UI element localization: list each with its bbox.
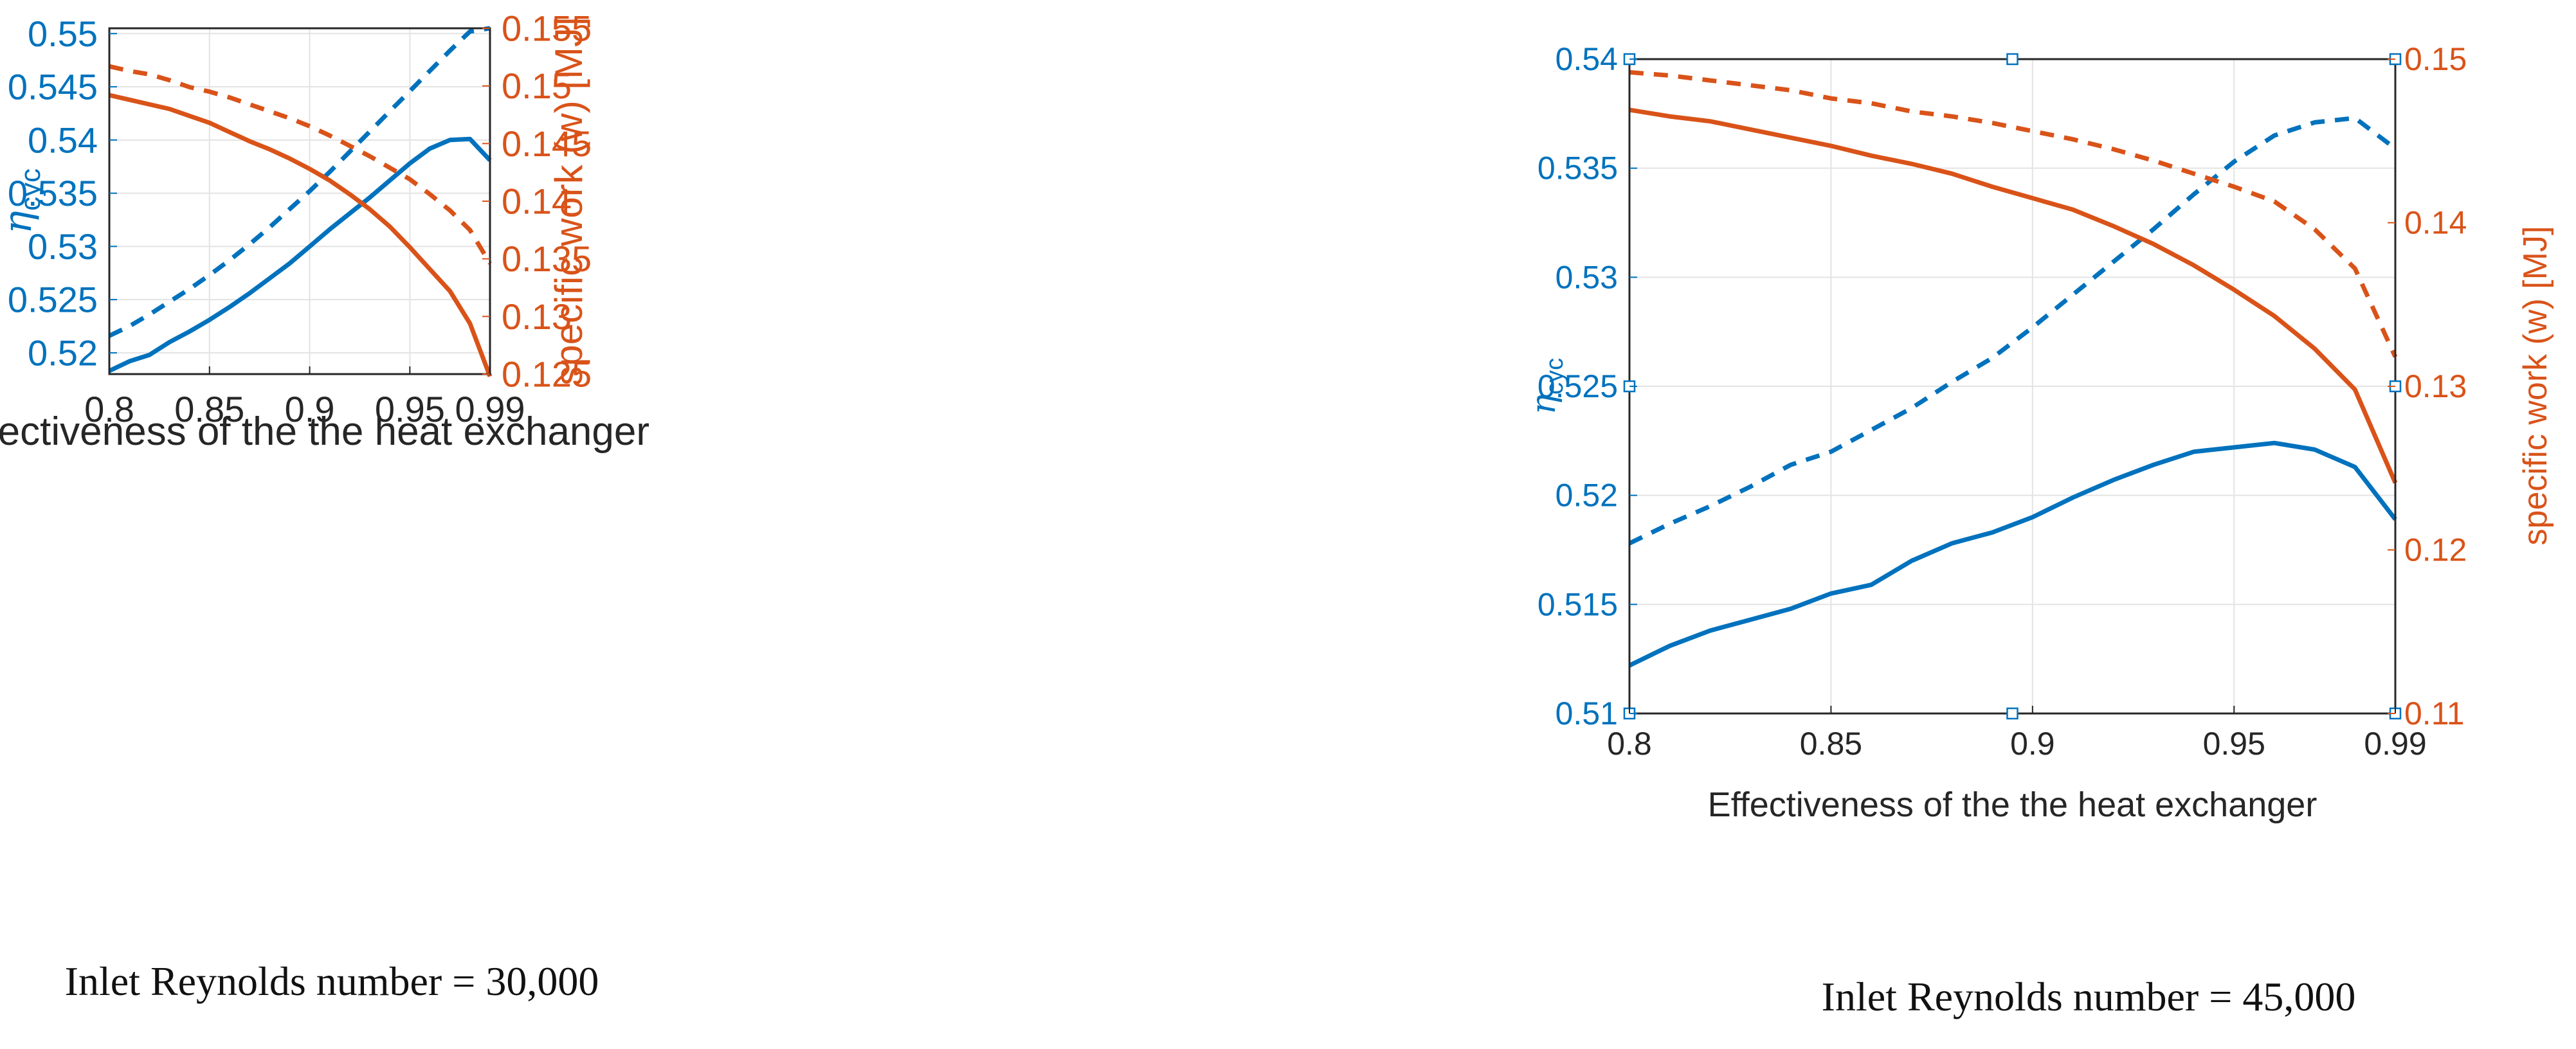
selection-handle[interactable] (2006, 53, 2018, 66)
tick-labels-left: 0.8 0.85 0.9 0.95 0.99 0.52 0.525 0.53 0.535 0.54… (8, 8, 592, 430)
series-line-specific-work-dashed (109, 64, 493, 265)
y-right-tick-label: 0.13 (502, 296, 572, 337)
x-tick-label: 0.9 (285, 389, 335, 429)
series-line-efficiency-solid (1628, 440, 2397, 668)
y-axis-label-specific-work-left: specific work (w) [MJ] (547, 17, 590, 385)
caption-reynolds-45000: Inlet Reynolds number = 45,000 (1822, 974, 2356, 1019)
series-line-efficiency-solid (108, 136, 492, 373)
chart-panel-reynolds-45000: 0.8 0.85 0.9 0.95 0.99 0.51 0.515 0.52 0.525 0.53… (1286, 0, 2576, 1046)
y-left-tick-label: 0.54 (1556, 41, 1618, 77)
y-left-tick-label: 0.535 (8, 173, 98, 213)
y-right-tick-label: 0.11 (2404, 695, 2465, 731)
caption-reynolds-30000: Inlet Reynolds number = 30,000 (65, 958, 599, 1004)
grid-right (1629, 58, 2396, 714)
chart-svg-left: 0.8 0.85 0.9 0.95 0.99 0.52 0.525 0.53 0.535 0.54… (0, 8, 649, 1005)
eta-subscript: cyc (15, 168, 46, 211)
y-axis-label-efficiency-right: ηcyc (1525, 358, 1568, 415)
x-tick-label: 0.99 (455, 389, 525, 429)
chart-panel-reynolds-30000: 0.8 0.85 0.9 0.95 0.99 0.52 0.525 0.53 0.535 0.54… (0, 0, 1286, 1046)
tick-labels-right: 0.8 0.85 0.9 0.95 0.99 0.51 0.515 0.52 0.525 0.53… (1537, 41, 2467, 762)
series-line-efficiency-dashed (108, 26, 491, 338)
y-axis-label-efficiency-left: ηcyc (0, 168, 46, 234)
x-tick-label: 0.8 (1607, 726, 1652, 762)
series-lines-right (1628, 69, 2398, 668)
x-axis-label-right: Effectiveness of the the heat exchanger (1708, 785, 2317, 824)
eta-symbol: η (1525, 395, 1563, 415)
y-left-tick-label: 0.52 (1556, 478, 1618, 514)
eta-symbol: η (0, 211, 41, 234)
selection-handle[interactable] (2006, 707, 2018, 720)
x-tick-label: 0.8 (84, 389, 134, 429)
y-left-tick-label: 0.535 (1537, 150, 1618, 186)
eta-subscript: cyc (1541, 358, 1568, 395)
y-left-tick-label: 0.54 (28, 120, 98, 160)
y-right-tick-label: 0.14 (2404, 205, 2467, 241)
y-right-tick-label: 0.15 (2404, 41, 2467, 77)
y-left-tick-label: 0.52 (28, 332, 98, 373)
x-tick-label: 0.95 (2203, 726, 2265, 762)
x-tick-label: 0.99 (2364, 726, 2426, 762)
series-lines-left (108, 26, 493, 377)
x-tick-label: 0.9 (2010, 726, 2055, 762)
x-tick-label: 0.95 (375, 389, 445, 429)
x-tick-label: 0.85 (1800, 726, 1862, 762)
series-line-specific-work-solid (109, 93, 493, 377)
y-right-tick-label: 0.135 (502, 238, 592, 279)
x-axis-label-left: Effectiveness of the the heat exchanger (0, 409, 649, 454)
y-left-tick-label: 0.51 (1556, 695, 1618, 731)
y-right-tick-label: 0.155 (502, 8, 592, 49)
series-line-efficiency-dashed (1628, 116, 2397, 546)
y-left-tick-label: 0.53 (28, 226, 98, 267)
y-left-tick-label: 0.545 (8, 67, 98, 107)
y-axis-label-specific-work-right: specific work (w) [MJ] (2517, 226, 2554, 546)
y-right-tick-label: 0.14 (502, 181, 572, 222)
y-right-tick-label: 0.125 (502, 354, 592, 395)
x-tick-label: 0.85 (174, 389, 244, 429)
y-right-tick-label: 0.12 (2404, 532, 2467, 568)
series-line-specific-work-dashed (1629, 69, 2398, 358)
y-right-tick-label: 0.15 (502, 66, 572, 106)
y-left-tick-label: 0.525 (8, 280, 98, 320)
y-left-tick-label: 0.55 (28, 13, 98, 54)
y-right-tick-label: 0.13 (2404, 368, 2467, 404)
y-left-tick-label: 0.53 (1556, 259, 1618, 295)
chart-svg-right: 0.8 0.85 0.9 0.95 0.99 0.51 0.515 0.52 0.525 0.53… (1525, 41, 2554, 1019)
y-left-tick-label: 0.525 (1537, 368, 1618, 404)
y-right-tick-label: 0.145 (502, 123, 592, 164)
series-line-specific-work-solid (1629, 107, 2398, 484)
y-left-tick-label: 0.515 (1537, 586, 1618, 622)
